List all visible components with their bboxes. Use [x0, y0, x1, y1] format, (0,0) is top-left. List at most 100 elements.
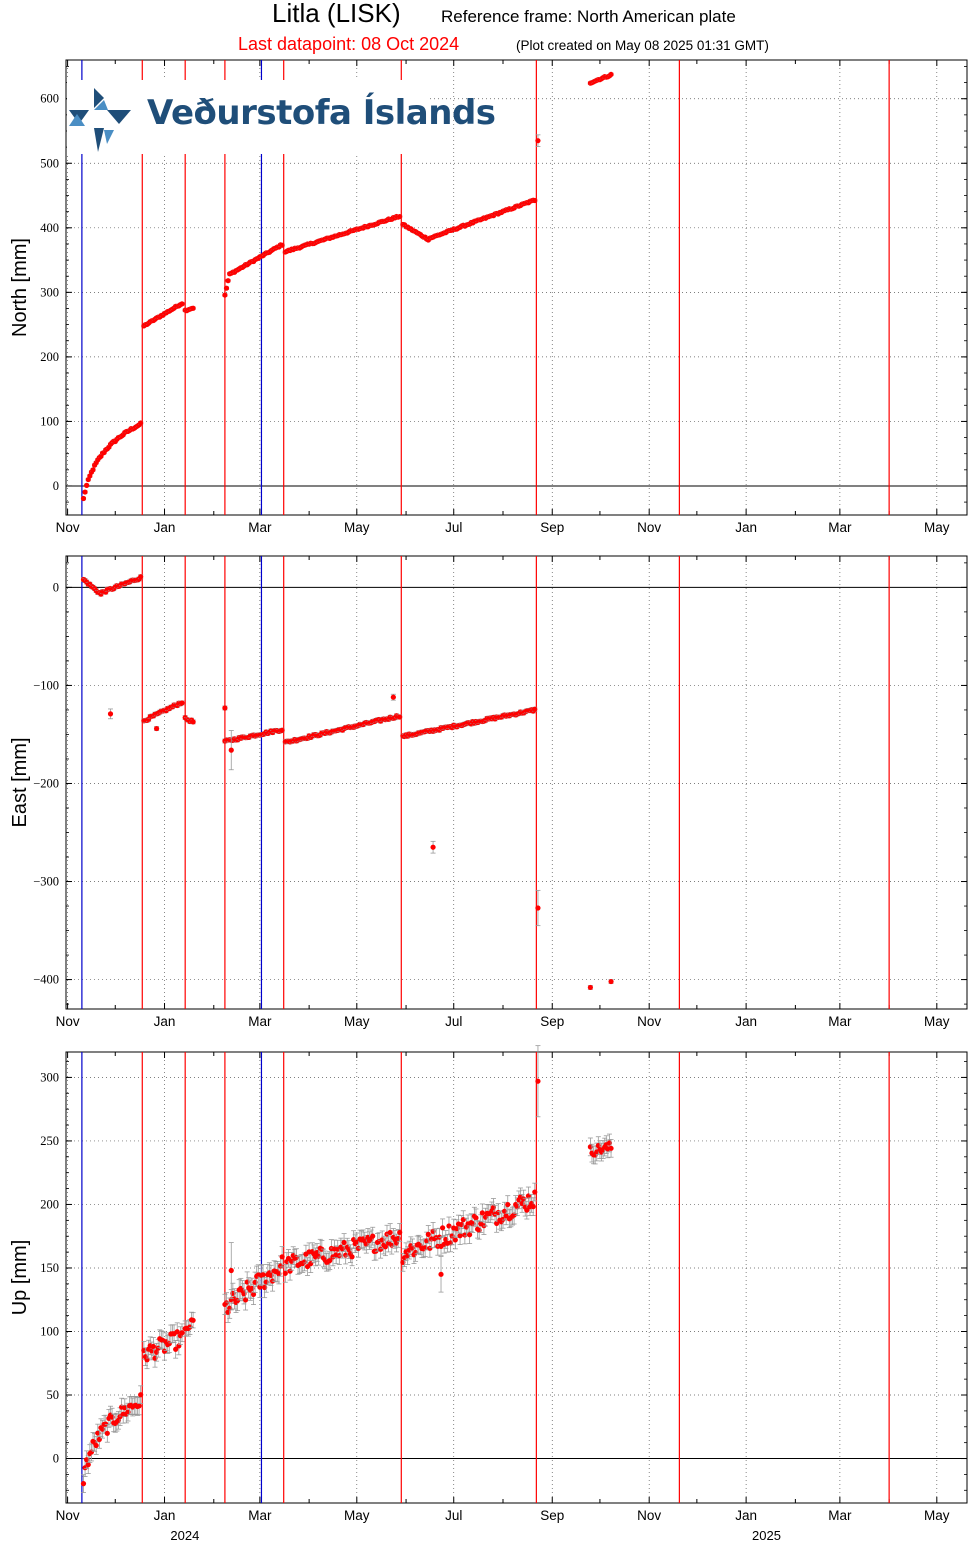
data-series	[80, 1045, 614, 1493]
x-tick-label: May	[924, 520, 950, 535]
x-tick-label: Jan	[154, 520, 176, 535]
y-tick-label: 100	[40, 414, 59, 428]
data-point	[190, 1317, 196, 1323]
y-tick-label: 200	[40, 350, 59, 364]
data-point	[179, 1330, 185, 1336]
data-point	[535, 905, 541, 911]
x-tick-label: Jul	[445, 520, 462, 535]
y-tick-label: −200	[33, 776, 59, 790]
data-point	[144, 1357, 150, 1363]
y-tick-label: 250	[40, 1134, 59, 1148]
x-tick-label: May	[344, 1508, 370, 1523]
data-point	[222, 705, 228, 711]
data-point	[387, 1229, 393, 1236]
data-point	[390, 694, 396, 700]
data-point	[524, 1207, 530, 1213]
data-point	[438, 1271, 444, 1277]
data-point	[370, 1233, 376, 1239]
y-tick-label: 500	[40, 156, 59, 170]
data-point	[349, 1254, 355, 1260]
data-point	[173, 1346, 179, 1352]
x-tick-label: Sep	[540, 520, 564, 535]
data-point	[457, 1233, 463, 1239]
panel-frame	[65, 59, 968, 516]
data-point	[397, 1229, 403, 1236]
x-tick-label: Nov	[637, 1508, 661, 1523]
data-point	[494, 1220, 500, 1227]
data-point	[467, 1232, 473, 1238]
grid-lines	[67, 1052, 938, 1503]
logo-text: Veðurstofa Íslands	[147, 93, 496, 133]
data-point	[308, 1261, 314, 1267]
data-point	[228, 1267, 234, 1274]
y-tick-label: 0	[53, 479, 59, 493]
year-label: 2025	[752, 1528, 781, 1543]
x-tick-label: Jan	[154, 1014, 176, 1029]
data-point	[535, 1078, 541, 1084]
chart-header: Litla (LISK) Reference frame: North Amer…	[0, 0, 971, 60]
data-point	[532, 1189, 538, 1195]
panel-up: 0 50 100 150 200 250 300 Nov Jan Mar May Jul Sep Nov J…	[9, 1045, 968, 1523]
reference-frame-label: Reference frame: North American plate	[441, 7, 736, 26]
data-point	[279, 727, 285, 733]
x-tick-label: Nov	[637, 520, 661, 535]
y-tick-label: 0	[53, 580, 59, 594]
plot-created-label: (Plot created on May 08 2025 01:31 GMT)	[516, 38, 769, 53]
data-point	[225, 278, 231, 284]
y-tick-label: 0	[53, 1452, 59, 1466]
x-tick-label: Mar	[828, 1508, 852, 1523]
data-point	[479, 1210, 485, 1216]
y-axis-label: Up [mm]	[9, 1240, 31, 1316]
data-series	[80, 574, 614, 991]
data-point	[341, 1239, 347, 1246]
chart-title: Litla (LISK)	[272, 0, 401, 28]
x-tick-label: Jan	[735, 1014, 757, 1029]
data-point	[223, 285, 230, 291]
data-point	[505, 1201, 511, 1208]
data-point	[84, 482, 90, 488]
data-point	[190, 305, 196, 311]
x-tick-label: Jan	[735, 1508, 757, 1523]
imo-logo: Veðurstofa Íslands	[67, 80, 496, 154]
data-point	[279, 1254, 285, 1260]
data-point	[80, 1481, 87, 1487]
data-point	[530, 1204, 536, 1210]
x-tick-label: Mar	[828, 520, 852, 535]
data-point	[179, 700, 185, 706]
data-point	[279, 242, 285, 248]
data-point	[242, 1297, 249, 1303]
data-point	[150, 1343, 156, 1350]
y-tick-label: −400	[33, 973, 59, 987]
data-point	[382, 1244, 389, 1250]
data-point	[174, 1329, 180, 1335]
data-point	[608, 978, 614, 985]
x-tick-label: Jul	[445, 1014, 462, 1029]
data-point	[153, 725, 160, 732]
data-point	[282, 1270, 288, 1276]
data-point	[85, 1462, 91, 1468]
data-point	[397, 213, 403, 220]
y-tick-label: 100	[40, 1324, 59, 1338]
data-point	[327, 1257, 333, 1264]
imo-logo-icon	[69, 88, 131, 152]
x-tick-label: May	[344, 1014, 370, 1029]
x-tick-label: Mar	[248, 520, 272, 535]
data-point	[104, 1430, 110, 1436]
x-tick-label: Mar	[248, 1508, 272, 1523]
data-point	[608, 1145, 614, 1151]
x-tick-label: Sep	[540, 1508, 564, 1523]
x-tick-label: Jan	[735, 520, 757, 535]
year-label: 2024	[170, 1528, 199, 1543]
data-point	[107, 711, 114, 717]
y-tick-label: 300	[40, 1070, 59, 1084]
x-tick-label: Mar	[248, 1014, 272, 1029]
last-datapoint-label: Last datapoint: 08 Oct 2024	[238, 34, 460, 54]
data-point	[397, 714, 403, 720]
data-point	[440, 1225, 446, 1231]
y-tick-label: −300	[33, 875, 59, 889]
x-tick-label: Nov	[56, 520, 80, 535]
y-tick-label: 600	[40, 92, 59, 106]
x-tick-label: Nov	[56, 1014, 80, 1029]
y-tick-label: 400	[40, 221, 59, 235]
